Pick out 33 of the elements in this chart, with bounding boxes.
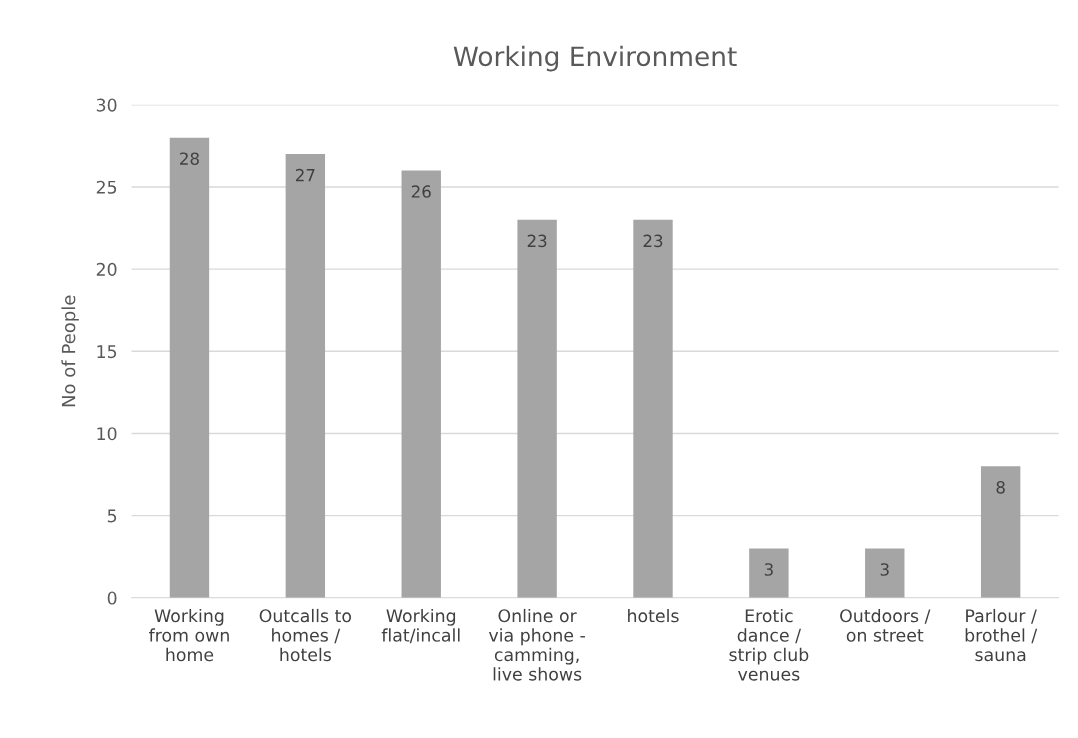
y-axis-title: No of People	[61, 295, 79, 407]
bar	[517, 219, 557, 598]
bar	[285, 154, 326, 598]
x-tick-label: Working flat/incall	[381, 608, 460, 644]
x-tick-label: Outcalls to homes / hotels	[259, 608, 352, 662]
y-tick-label: 0	[107, 591, 117, 605]
bar	[169, 137, 210, 598]
x-tick-label: hotels	[628, 608, 679, 623]
y-tick-label: 10	[97, 427, 117, 441]
x-tick-label: Erotic dance / strip club venues	[729, 608, 809, 681]
y-tick-label: 25	[96, 180, 117, 194]
data-label: 8	[996, 481, 1005, 494]
data-label: 26	[411, 185, 431, 198]
x-tick-label: Parlour / brothel / sauna	[965, 608, 1038, 662]
data-label: 23	[643, 234, 663, 248]
data-label: 3	[764, 563, 773, 576]
bar	[865, 548, 905, 598]
y-tick-label: 20	[96, 262, 117, 276]
data-label: 28	[180, 152, 199, 165]
x-tick-label: Online or via phone - camming, live shows	[488, 608, 585, 681]
y-tick-label: 5	[107, 509, 117, 523]
x-tick-label: Outdoors / on street	[840, 608, 931, 642]
data-label: 3	[880, 563, 889, 576]
x-tick-label: Working from own home	[148, 608, 229, 662]
y-tick-label: 30	[96, 98, 117, 112]
bar	[633, 219, 673, 598]
data-label: 27	[295, 168, 315, 182]
bar	[980, 466, 1021, 598]
y-tick-label: 15	[97, 345, 117, 359]
data-label: 23	[527, 234, 547, 248]
bar	[401, 170, 441, 598]
chart-title: Working Environment	[453, 45, 737, 72]
bar	[749, 548, 789, 598]
